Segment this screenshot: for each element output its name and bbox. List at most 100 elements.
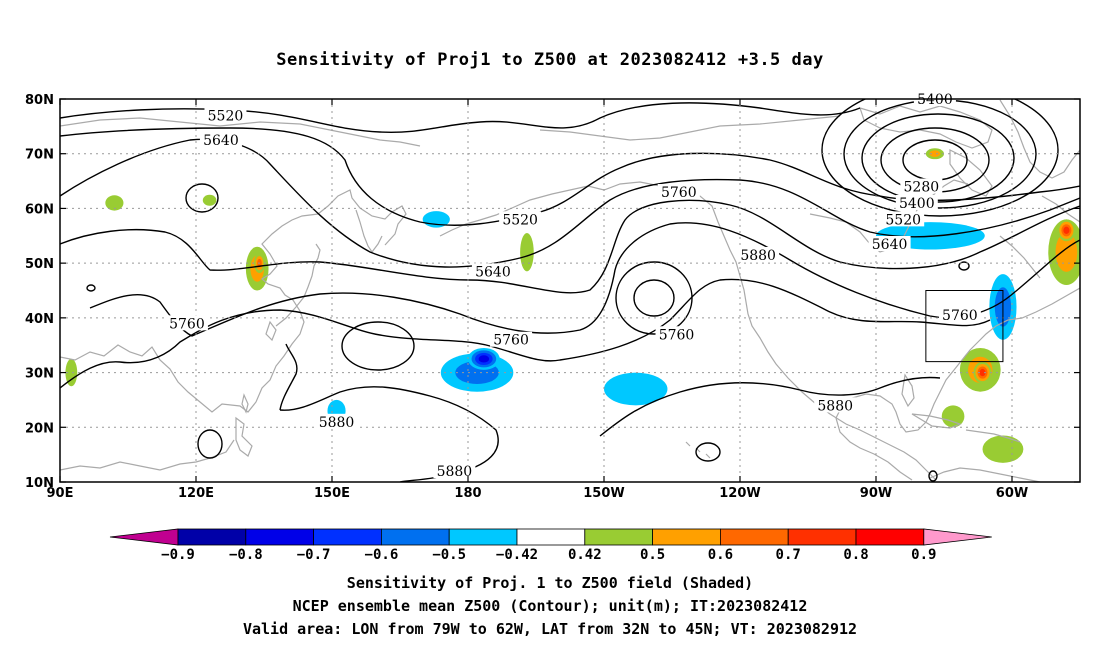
- contour-label-bg: [315, 413, 358, 429]
- colorbar-label: −0.7: [297, 547, 331, 563]
- contour-high-pacific: [341, 321, 415, 371]
- contour-label-bg: [868, 235, 911, 251]
- colorbar-label: 0.6: [708, 547, 733, 563]
- lon-tick-label: 60W: [996, 486, 1028, 501]
- lon-tick-label: 180: [454, 486, 481, 501]
- colorbar-label: 0.42: [568, 547, 602, 563]
- contour-label: 5760: [169, 316, 205, 332]
- chart-title: Sensitivity of Proj1 to Z500 at 20230824…: [276, 50, 824, 70]
- contour-label: 5760: [493, 333, 529, 349]
- lat-tick-label: 30N: [25, 367, 54, 382]
- contour-label: 5640: [203, 133, 239, 149]
- colorbar-label: 0.5: [640, 547, 665, 563]
- colorbar-label: −0.42: [496, 547, 538, 563]
- contour-label: 5760: [661, 185, 697, 201]
- asia-coastline: [60, 189, 407, 413]
- contour-line: [60, 138, 1080, 268]
- contour-label-bg: [737, 246, 780, 262]
- colorbar-swatch: [855, 528, 925, 546]
- contour-label: 5520: [502, 212, 538, 228]
- contour-label-bg: [655, 326, 698, 342]
- contour-label: 5760: [659, 327, 695, 343]
- lat-tick-label: 70N: [25, 148, 54, 163]
- contour-label: 5400: [899, 196, 935, 212]
- contour-label-bg: [204, 107, 247, 123]
- colorbar-label: −0.8: [229, 547, 263, 563]
- lat-tick-label: 60N: [25, 202, 54, 217]
- colorbar-swatch: [313, 528, 382, 546]
- colorbar-swatch: [448, 528, 518, 546]
- colorbar-swatch: [652, 528, 721, 546]
- sensitivity-patch: [982, 435, 1024, 463]
- sensitivity-patch: [478, 355, 490, 363]
- sensitivity-patch: [105, 195, 124, 211]
- siberia-coast: [60, 117, 421, 147]
- sensitivity-patch: [520, 233, 534, 272]
- sensitivity-patch: [979, 368, 986, 377]
- contour-low-siberia: [185, 183, 219, 213]
- contour-low-arctic-3: [861, 113, 1015, 203]
- contour-label: 5280: [904, 180, 940, 196]
- contour-label-bg: [499, 211, 542, 227]
- colorbar-swatch: [177, 528, 247, 546]
- contour-label: 5880: [319, 415, 355, 431]
- contour-label: 5400: [917, 92, 953, 108]
- north-america-east-coast: [835, 287, 1080, 481]
- contour-label-bg: [199, 132, 242, 148]
- contour-label: 5760: [942, 308, 978, 324]
- colorbar-swatch: [516, 528, 586, 546]
- lon-tick-label: 120E: [178, 486, 214, 501]
- kamchatka-coastline: [355, 209, 383, 254]
- contour-small-1: [86, 284, 96, 292]
- caption-shaded: Sensitivity of Proj. 1 to Z500 field (Sh…: [346, 574, 754, 592]
- contour-label: 5880: [740, 248, 776, 264]
- contour-labels: 5520 5640 5760 5880 5880 5520 5640 5760 5760 5760…: [165, 91, 981, 480]
- map-background: [60, 99, 1080, 482]
- contour-label-bg: [814, 397, 857, 413]
- colorbar-label: 0.9: [911, 547, 936, 563]
- contour-label: 5640: [475, 264, 511, 280]
- colorbar-swatch: [380, 528, 450, 546]
- contour-small-3: [928, 470, 938, 482]
- sensitivity-shading: [65, 148, 1080, 463]
- contour-high-kuril-outer: [615, 261, 693, 335]
- contour-label: 5880: [437, 464, 473, 480]
- contour-line: [599, 376, 941, 437]
- contour-label-bg: [900, 178, 943, 194]
- valid-area-box: [925, 290, 1004, 363]
- lat-tick-label: 10N: [25, 476, 54, 491]
- caption-contour: NCEP ensemble mean Z500 (Contour); unit(…: [292, 597, 808, 615]
- colorbar-label: 0.8: [843, 547, 868, 563]
- contour-line: [89, 222, 1080, 337]
- lon-tick-label: 90W: [860, 486, 892, 501]
- sensitivity-patch: [604, 372, 668, 406]
- lat-tick-label: 80N: [25, 93, 54, 108]
- taiwan-coastline: [241, 393, 249, 414]
- contour-label: 5520: [208, 108, 244, 124]
- sensitivity-patch: [1055, 232, 1078, 272]
- contour-small-2: [958, 261, 970, 271]
- colorbar: −0.9 −0.8 −0.7 −0.6 −0.5 −0.42 0.42 0.5 0.6 0.7 0.…: [109, 528, 992, 563]
- contour-label: 5880: [817, 398, 853, 414]
- contour-label-bg: [433, 463, 476, 479]
- lon-tick-label: 90E: [47, 486, 74, 501]
- contour-label-bg: [471, 263, 514, 279]
- cuba-coastline: [911, 413, 962, 429]
- florida-coastline: [901, 373, 915, 408]
- lat-tick-label: 50N: [25, 257, 54, 272]
- map-frame: [59, 98, 1081, 483]
- colorbar-label: 0.7: [776, 547, 801, 563]
- alaska-north-coast: [539, 115, 841, 141]
- contour-high-china: [197, 429, 223, 459]
- europe-coast: [1041, 195, 1080, 223]
- sensitivity-patch: [941, 405, 965, 428]
- contour-line: [279, 343, 298, 411]
- colorbar-right-arrow: [923, 528, 992, 546]
- lon-tick-label: 150W: [583, 486, 624, 501]
- arctic-islands: [859, 105, 993, 149]
- colorbar-swatch: [720, 528, 789, 546]
- caption-valid-area: Valid area: LON from 79W to 62W, LAT fro…: [242, 620, 858, 638]
- caribbean-coastline: [965, 429, 1021, 443]
- colorbar-swatch: [245, 528, 315, 546]
